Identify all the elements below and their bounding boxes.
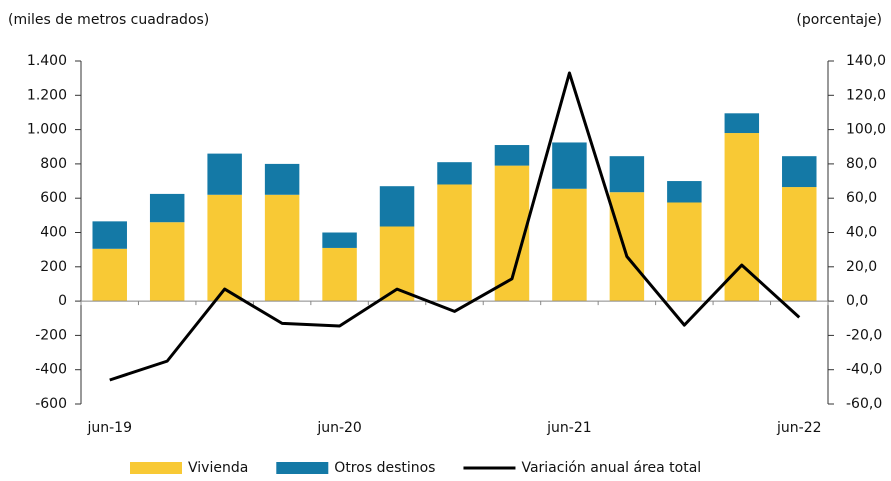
- y-tick-label: -400: [35, 362, 67, 378]
- bar: [724, 133, 760, 302]
- y-axis-label: (miles de metros cuadrados): [8, 12, 209, 28]
- bar: [724, 113, 760, 134]
- bar: [437, 184, 472, 302]
- y2-tick-label: 60,0: [846, 190, 877, 206]
- y2-tick-label: 80,0: [846, 156, 877, 172]
- bar: [264, 163, 300, 195]
- bar: [322, 232, 357, 248]
- legend-swatch: [130, 462, 182, 474]
- y-tick-label: 1.200: [27, 87, 67, 103]
- bar: [552, 188, 587, 302]
- legend-label: Variación anual área total: [521, 460, 701, 476]
- bar: [92, 248, 127, 302]
- y2-tick-label: 140,0: [846, 53, 886, 69]
- x-tick-label: jun-19: [86, 420, 132, 436]
- bar: [552, 142, 587, 189]
- y2-axis-label: (porcentaje): [796, 12, 882, 28]
- bar: [782, 187, 817, 302]
- x-tick-label: jun-21: [546, 420, 592, 436]
- y2-tick-label: -60,0: [846, 396, 882, 412]
- bar: [207, 153, 242, 195]
- x-tick-label: jun-20: [316, 420, 362, 436]
- y2-tick-label: -20,0: [846, 327, 882, 343]
- bar: [149, 222, 185, 302]
- bar: [667, 202, 702, 302]
- y-tick-label: 200: [40, 259, 67, 275]
- x-tick-label: jun-22: [776, 420, 822, 436]
- y2-tick-label: 0,0: [846, 293, 868, 309]
- y2-tick-label: 40,0: [846, 225, 877, 241]
- bar: [92, 221, 127, 249]
- line: [109, 71, 801, 382]
- y-tick-label: 800: [40, 156, 67, 172]
- bar: [207, 194, 242, 302]
- y-tick-label: 600: [40, 190, 67, 206]
- y-tick-label: 1.400: [27, 53, 67, 69]
- y2-tick-label: 100,0: [846, 122, 886, 138]
- y2-tick-label: -40,0: [846, 362, 882, 378]
- bar: [437, 162, 472, 185]
- bar: [322, 247, 357, 302]
- bar: [264, 194, 300, 302]
- bar: [149, 193, 185, 223]
- legend-label: Otros destinos: [334, 460, 435, 476]
- legend-swatch: [276, 462, 329, 474]
- y-tick-label: 1.000: [27, 122, 67, 138]
- y-tick-label: -600: [35, 396, 67, 412]
- bar: [782, 156, 817, 188]
- bar: [609, 192, 645, 302]
- y-tick-label: 400: [40, 225, 67, 241]
- y2-tick-label: 20,0: [846, 259, 877, 275]
- y2-tick-label: 120,0: [846, 87, 886, 103]
- y-tick-label: 0: [58, 293, 67, 309]
- y-tick-label: -200: [35, 327, 67, 343]
- legend-label: Vivienda: [188, 460, 248, 476]
- bar: [667, 181, 702, 203]
- bar: [609, 156, 645, 193]
- bar: [494, 145, 530, 166]
- bar: [379, 186, 415, 227]
